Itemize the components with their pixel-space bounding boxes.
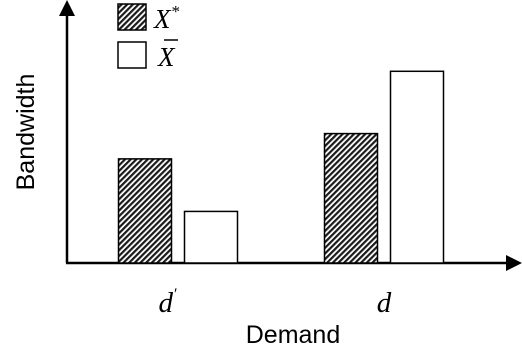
legend-label-0-sup: * [172,2,181,21]
bar-hatched-1 [323,132,379,264]
legend-label-0: X* [153,2,180,34]
x-axis-arrow [506,255,522,271]
category-label-0: d′ [159,286,178,319]
legend-swatch-plain [117,41,147,69]
bar-group [117,70,445,264]
legend-label-1: X [157,42,176,72]
category-label-1: d [377,287,392,319]
y-axis-title: Bandwidth [12,74,40,191]
y-axis-arrow [59,0,75,16]
bar-plain-0 [183,210,239,264]
legend: X* X [117,2,180,72]
bar-hatched-0 [117,158,173,264]
legend-swatch-hatched [117,3,147,31]
x-axis-title: Demand [246,321,341,349]
category-label-0-prime: ′ [174,286,178,303]
bar-plain-1 [389,70,445,264]
